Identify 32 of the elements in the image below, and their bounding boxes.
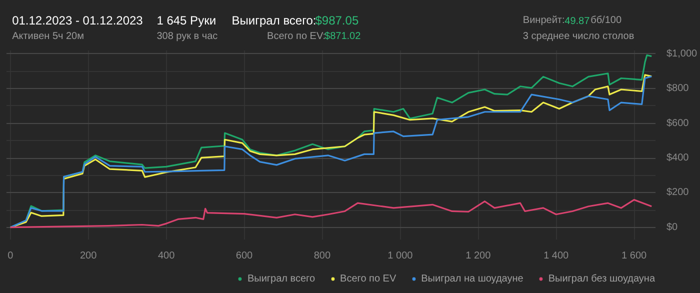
y-tick-label: $400 xyxy=(666,152,690,164)
x-tick-label: 600 xyxy=(236,250,254,262)
x-tick-label: 1 200 xyxy=(466,250,492,262)
y-tick-label: $600 xyxy=(666,118,690,129)
text: 308 рук в час xyxy=(156,31,218,42)
x-tick-label: 0 xyxy=(8,250,14,262)
text: Всего по EV: xyxy=(267,31,326,42)
text: бб/100 xyxy=(590,15,622,26)
x-tick-label: 200 xyxy=(80,250,98,262)
legend-label: Выиграл без шоудауна xyxy=(548,273,655,284)
text: Выиграл всего: xyxy=(232,14,316,28)
text: 49.87 xyxy=(564,16,590,27)
legend-label: Выиграл всего xyxy=(247,273,316,284)
text: $987.05 xyxy=(315,14,359,28)
text: $871.02 xyxy=(324,31,362,42)
x-tick-label: 1 600 xyxy=(622,250,648,262)
text: Винрейт: xyxy=(522,15,565,26)
x-tick-label: 1 000 xyxy=(388,250,414,262)
y-tick-label: $1,000 xyxy=(666,48,698,60)
chart-subtitle: Активен 5ч 20м xyxy=(12,31,84,42)
legend-label: Всего по EV xyxy=(340,273,396,284)
x-tick-label: 400 xyxy=(158,250,176,262)
y-tick-label: $200 xyxy=(666,187,690,198)
y-tick-label: $800 xyxy=(666,83,690,94)
text: 1 645 Руки xyxy=(156,14,216,28)
line-series xyxy=(10,198,652,228)
x-tick-label: 800 xyxy=(314,250,332,262)
x-tick-label: 1 400 xyxy=(544,250,570,262)
chart-title: 01.12.2023 - 01.12.2023 xyxy=(12,14,144,28)
text: 3 среднее число столов xyxy=(522,31,634,42)
y-tick-label: $0 xyxy=(666,222,678,233)
legend-label: Выиграл на шоудауне xyxy=(421,273,524,284)
